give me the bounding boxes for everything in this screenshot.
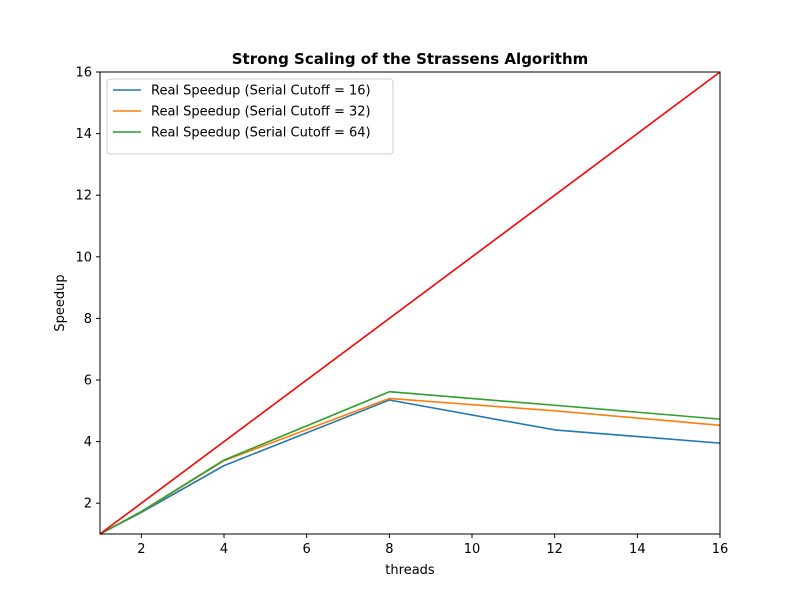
y-tick-label: 8	[84, 312, 92, 327]
series-line-3	[99, 390, 721, 535]
x-tick-label: 4	[220, 542, 228, 557]
y-tick-label: 14	[75, 127, 92, 142]
chart-title: Strong Scaling of the Strassens Algorith…	[232, 50, 589, 68]
y-tick-label: 6	[84, 374, 92, 389]
x-tick-label: 14	[629, 542, 646, 557]
plot-lines	[99, 71, 721, 535]
x-tick-label: 10	[464, 542, 481, 557]
x-tick-label: 2	[137, 542, 145, 557]
legend: Real Speedup (Serial Cutoff = 16) Real Sp…	[106, 78, 394, 155]
legend-label: Real Speedup (Serial Cutoff = 16)	[151, 84, 371, 99]
x-tick-label: 16	[712, 542, 729, 557]
y-tick-label: 10	[75, 250, 92, 265]
y-tick-label: 16	[75, 66, 92, 81]
y-tick-label: 2	[84, 497, 92, 512]
legend-label: Real Speedup (Serial Cutoff = 64)	[151, 126, 371, 141]
x-axis-title: threads	[385, 563, 435, 578]
plot-frame	[99, 71, 721, 535]
y-tick-label: 4	[84, 435, 92, 450]
x-tick-label: 6	[303, 542, 311, 557]
series-line-4	[99, 71, 721, 535]
y-axis-ticks: 2 4 6 8 10 12 14 16	[75, 66, 100, 512]
x-tick-label: 12	[546, 542, 563, 557]
x-axis-ticks: 2 4 6 8 10 12 14 16	[137, 534, 728, 557]
legend-box	[106, 78, 394, 155]
legend-label: Real Speedup (Serial Cutoff = 32)	[151, 105, 371, 120]
y-axis-title: Speedup	[53, 274, 68, 331]
y-tick-label: 12	[75, 189, 92, 204]
x-tick-label: 8	[385, 542, 393, 557]
